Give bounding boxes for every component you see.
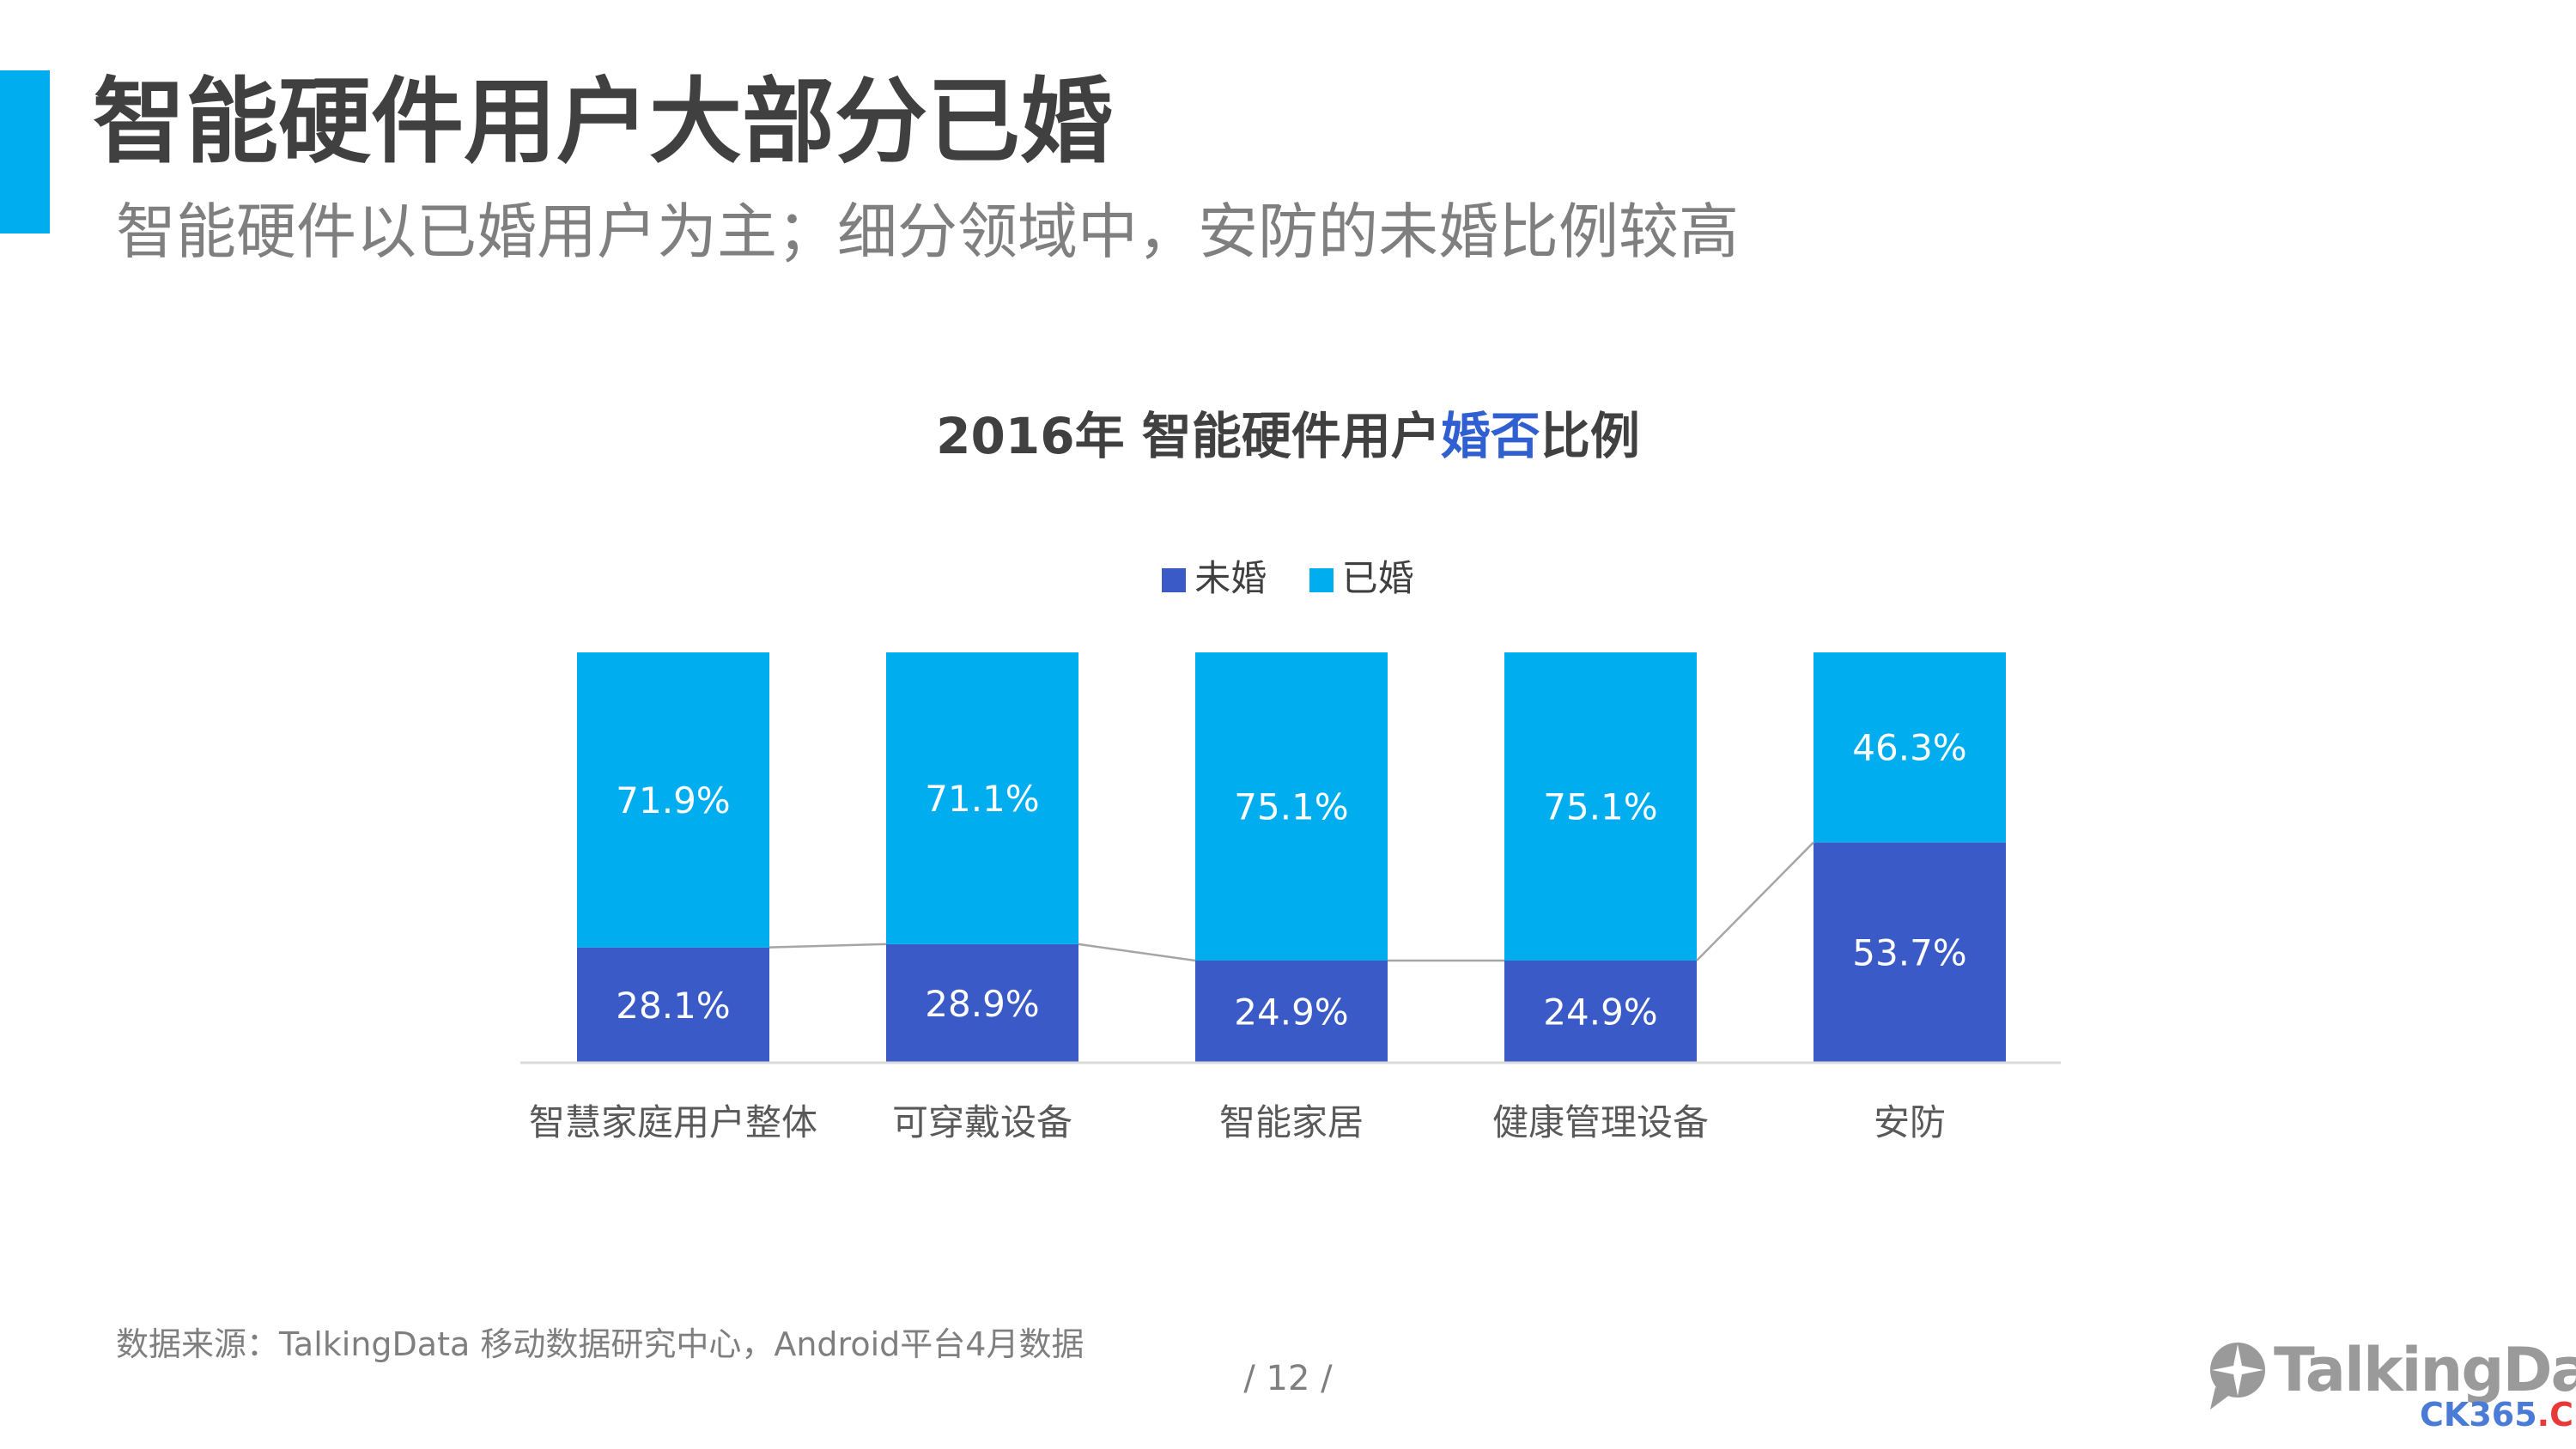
- chart-title-suffix: 比例: [1540, 407, 1640, 465]
- title-accent-bar: [0, 70, 50, 233]
- data-label-married-2: 75.1%: [1234, 785, 1348, 828]
- watermark-dot: .: [2537, 1396, 2550, 1434]
- x-tick-label-2: 智能家居: [1219, 1101, 1364, 1143]
- connector-line-0: [769, 943, 887, 949]
- bar-married-1: [886, 652, 1078, 944]
- data-label-unmarried-4: 53.7%: [1852, 932, 1966, 974]
- data-label-married-0: 71.9%: [616, 779, 730, 822]
- data-label-married-1: 71.1%: [925, 778, 1039, 820]
- connector-line-1: [1078, 943, 1196, 962]
- legend-label-unmarried: 未婚: [1194, 557, 1267, 599]
- bar-married-3: [1504, 652, 1697, 961]
- x-tick-label-3: 健康管理设备: [1492, 1101, 1709, 1143]
- legend-swatch-unmarried: [1162, 568, 1187, 592]
- legend-swatch-married: [1309, 568, 1334, 592]
- data-label-married-3: 75.1%: [1543, 785, 1657, 828]
- logo-text: TalkingData: [2274, 1335, 2576, 1405]
- bar-unmarried-3: [1504, 960, 1697, 1063]
- chart-title: 2016年 智能硬件用户婚否比例: [0, 402, 2576, 470]
- data-label-unmarried-1: 28.9%: [925, 983, 1039, 1025]
- data-label-unmarried-0: 28.1%: [616, 985, 730, 1027]
- x-tick-label-4: 安防: [1874, 1101, 1946, 1143]
- data-source-note: 数据来源：TalkingData 移动数据研究中心，Android平台4月数据: [116, 1325, 1084, 1363]
- watermark: CK365.CN: [2420, 1396, 2576, 1434]
- watermark-main: CK365: [2420, 1396, 2537, 1434]
- x-tick-label-1: 可穿戴设备: [892, 1101, 1072, 1143]
- chart-title-highlight: 婚否: [1440, 407, 1540, 465]
- x-tick-label-0: 智慧家庭用户整体: [529, 1101, 817, 1143]
- bar-married-2: [1195, 652, 1388, 961]
- bar-unmarried-4: [1814, 842, 2006, 1063]
- bar-unmarried-1: [886, 943, 1078, 1063]
- legend-item-married: 已婚: [1309, 555, 1414, 603]
- connector-line-3: [1696, 841, 1814, 961]
- talkingdata-logo: TalkingData CK365.CN: [2205, 1332, 2576, 1435]
- legend-item-unmarried: 未婚: [1162, 555, 1267, 603]
- page-number: / 12 /: [1243, 1359, 1333, 1398]
- talkingdata-logo-icon: [2210, 1343, 2265, 1410]
- watermark-tld: CN: [2549, 1396, 2576, 1434]
- legend-label-married: 已婚: [1341, 557, 1414, 599]
- bar-married-0: [577, 652, 769, 948]
- bar-married-4: [1814, 652, 2006, 843]
- chart-title-prefix: 2016年 智能硬件用户: [936, 407, 1441, 465]
- bar-unmarried-2: [1195, 960, 1388, 1063]
- data-label-married-4: 46.3%: [1852, 727, 1966, 769]
- page-subtitle: 智能硬件以已婚用户为主；细分领域中，安防的未婚比例较高: [116, 197, 1739, 267]
- data-label-unmarried-2: 24.9%: [1234, 991, 1348, 1033]
- chart-legend: 未婚 已婚: [0, 555, 2576, 603]
- page-title: 智能硬件用户大部分已婚: [93, 69, 1114, 176]
- bar-unmarried-0: [577, 947, 769, 1063]
- data-label-unmarried-3: 24.9%: [1543, 991, 1657, 1033]
